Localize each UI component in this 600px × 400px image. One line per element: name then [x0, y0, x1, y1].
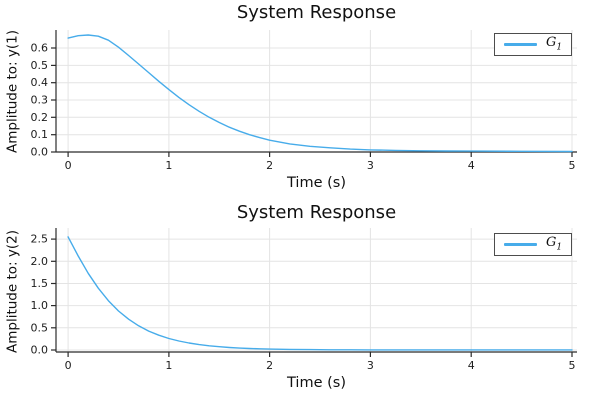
x-axis-label: Time (s): [287, 175, 346, 191]
x-axis-label: Time (s): [287, 375, 346, 391]
y-axis-label: Amplitude to: y(1): [4, 30, 21, 153]
y-tick-label: 0.5: [31, 59, 49, 72]
y-tick-label: 0.6: [31, 42, 49, 55]
legend-series-name: G: [546, 235, 557, 251]
y-tick-label: 0.1: [31, 128, 49, 141]
response-curve: [67, 236, 573, 351]
plot-canvas-y1: 0 1 2 3 4 5 0.0 0.1 0.2 0.3 0.4 0.5 0.6: [31, 30, 577, 172]
x-tick-label: 5: [569, 359, 576, 372]
y-tick-label: 1.0: [31, 299, 49, 312]
y-tick-label: 0.5: [31, 321, 49, 334]
y-tick-label: 0.4: [31, 76, 49, 89]
y-tick-label: 0.3: [31, 94, 49, 107]
y-axis-label: Amplitude to: y(2): [4, 230, 21, 353]
subplot-y2: System Response 0 1 2 3 4 5 0.0 0.5 1.0 1.5 2.0 2.5…: [0, 200, 600, 400]
plot-title: System Response: [236, 2, 397, 23]
y-tick-label: 1.5: [31, 277, 49, 290]
legend-entry-label: G1: [546, 236, 562, 253]
legend-entry-label: G1: [546, 36, 562, 53]
x-tick-label: 0: [65, 359, 72, 372]
legend-line-swatch: [504, 43, 537, 46]
x-tick-label: 3: [367, 359, 374, 372]
x-tick-label: 3: [367, 159, 374, 172]
x-tick-label: 0: [65, 159, 72, 172]
legend-line-swatch: [504, 243, 537, 246]
x-tick-label: 1: [165, 159, 172, 172]
legend-series-name: G: [546, 35, 557, 51]
subplot-y1: System Response 0 1 2 3 4 5 0.0 0.1 0.2 0.3 0.4 0.5…: [4, 2, 577, 191]
plot-canvas-y2: 0 1 2 3 4 5 0.0 0.5 1.0 1.5 2.0 2.5: [31, 228, 577, 372]
x-tick-label: 4: [468, 359, 475, 372]
y-tick-label: 0.0: [31, 344, 49, 357]
response-curve: [67, 34, 573, 153]
legend-series-subscript: 1: [556, 242, 563, 253]
y-tick-label: 0.0: [31, 146, 49, 159]
x-tick-label: 5: [569, 159, 576, 172]
y-tick-label: 0.2: [31, 111, 49, 124]
x-tick-label: 1: [165, 359, 172, 372]
x-tick-label: 2: [266, 159, 273, 172]
legend-box: G1: [494, 33, 572, 56]
y-tick-label: 2.5: [31, 233, 49, 246]
legend-series-subscript: 1: [556, 42, 563, 53]
legend-box: G1: [494, 233, 572, 256]
y-tick-label: 2.0: [31, 255, 49, 268]
x-tick-label: 2: [266, 359, 273, 372]
x-tick-label: 4: [468, 159, 475, 172]
plot-title: System Response: [236, 202, 397, 223]
